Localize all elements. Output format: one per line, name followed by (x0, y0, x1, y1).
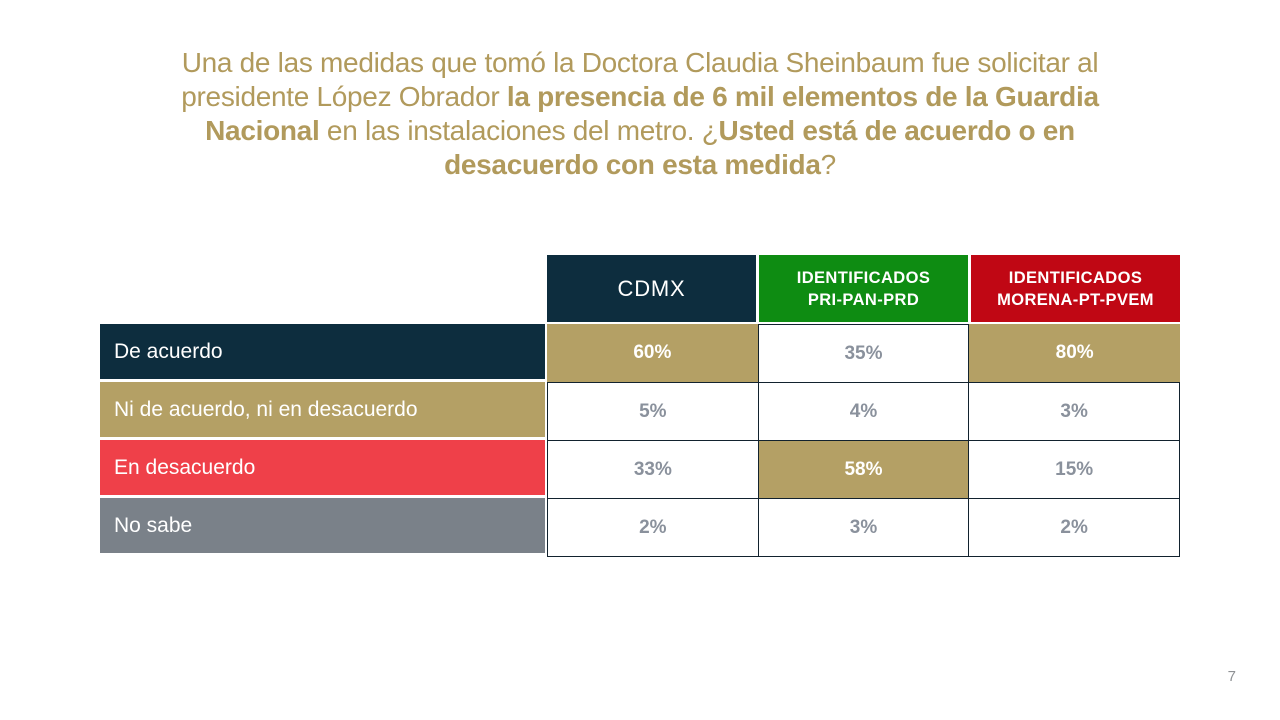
column-header-label: PRI-PAN-PRD (807, 290, 920, 309)
column-header-pri-pan-prd: IDENTIFICADOS PRI-PAN-PRD (759, 255, 968, 322)
row-label-0: De acuerdo (100, 324, 545, 379)
column-header-morena-pt-pvem: IDENTIFICADOS MORENA-PT-PVEM (971, 255, 1180, 322)
row-label-3: No sabe (100, 498, 545, 553)
value-cell-3-2: 2% (969, 499, 1179, 556)
column-header-label: CDMX (617, 275, 686, 301)
question-title: Una de las medidas que tomó la Doctora C… (110, 46, 1170, 182)
title-segment: ? (820, 149, 837, 180)
title-line: Nacional en las instalaciones del metro.… (110, 114, 1170, 148)
title-line: desacuerdo con esta medida? (110, 148, 1170, 182)
row-labels-column: De acuerdo Ni de acuerdo, ni en desacuerd… (100, 324, 545, 556)
value-cell-2-0: 33% (548, 441, 758, 498)
values-grid: 60% 35% 80% 5% 4% 3% 33% 58% 15% 2% 3% 2% (547, 324, 1180, 557)
title-line: Una de las medidas que tomó la Doctora C… (110, 46, 1170, 80)
row-label-1: Ni de acuerdo, ni en desacuerdo (100, 382, 545, 437)
value-cell-0-1: 35% (758, 325, 969, 382)
title-segment: Una de las medidas que tomó la Doctora C… (181, 47, 1099, 78)
title-segment: en las instalaciones del metro. ¿ (319, 115, 719, 146)
row-label-text: No sabe (114, 513, 193, 537)
value-cell-3-1: 3% (758, 499, 969, 556)
column-header-label: MORENA-PT-PVEM (997, 290, 1154, 309)
value-cell-1-2: 3% (969, 383, 1179, 440)
title-line: presidente López Obrador la presencia de… (110, 80, 1170, 114)
row-label-text: Ni de acuerdo, ni en desacuerdo (114, 397, 418, 421)
table-header-row: CDMX IDENTIFICADOS PRI-PAN-PRD IDENTIFICADO… (547, 255, 1180, 322)
row-label-2: En desacuerdo (100, 440, 545, 495)
value-cell-2-2: 15% (969, 441, 1179, 498)
page-number: 7 (1227, 668, 1236, 685)
value-cell-2-1: 58% (758, 441, 969, 498)
value-cell-0-0: 60% (547, 324, 758, 382)
value-cell-0-2: 80% (969, 324, 1180, 382)
title-segment: presidente López Obrador (181, 81, 507, 112)
value-cell-3-0: 2% (548, 499, 758, 556)
value-cell-1-0: 5% (548, 383, 758, 440)
title-segment: la presencia de 6 mil elementos de la Gu… (506, 81, 1099, 112)
value-cell-1-1: 4% (758, 383, 969, 440)
column-header-label: IDENTIFICADOS (1008, 268, 1143, 287)
row-label-text: En desacuerdo (114, 455, 256, 479)
results-table: CDMX IDENTIFICADOS PRI-PAN-PRD IDENTIFICADO… (100, 255, 1180, 565)
title-segment: Usted está de acuerdo o en (718, 115, 1076, 146)
title-segment: desacuerdo con esta medida (444, 149, 821, 180)
column-header-cdmx: CDMX (547, 255, 756, 322)
row-label-text: De acuerdo (114, 339, 223, 363)
title-segment: Nacional (205, 115, 320, 146)
column-header-label: IDENTIFICADOS (796, 268, 931, 287)
